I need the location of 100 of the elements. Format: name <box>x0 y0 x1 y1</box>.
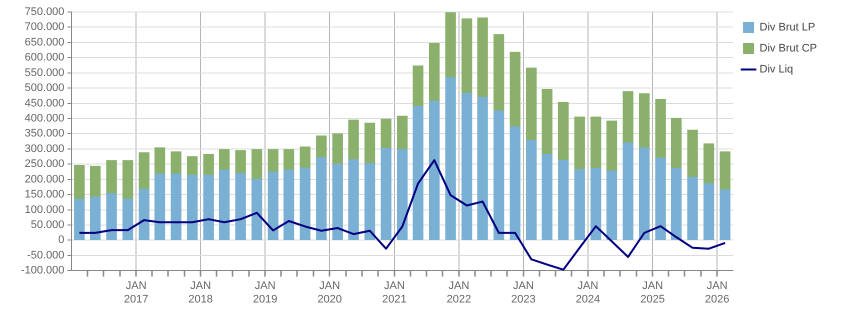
bar <box>396 116 408 150</box>
x-tick-label: JAN 2017 <box>124 280 148 306</box>
bar <box>510 126 520 240</box>
y-tick-label: 450.000 <box>24 97 64 110</box>
bar <box>655 98 666 158</box>
y-tick-label: 700.000 <box>24 21 64 34</box>
bar <box>284 149 294 170</box>
x-tick-label: JAN 2023 <box>511 280 536 306</box>
bar <box>170 151 182 174</box>
y-tick-label: -50.000 <box>27 249 64 262</box>
bar <box>526 68 537 141</box>
y-tick-label: 100.000 <box>24 204 64 216</box>
bar <box>590 116 602 169</box>
y-tick-label: 200.000 <box>24 173 64 186</box>
bar <box>170 174 182 240</box>
bar <box>606 120 618 172</box>
bar <box>252 178 262 240</box>
bar <box>284 170 294 240</box>
y-tick-label: 50.000 <box>30 218 64 231</box>
bar <box>477 96 488 240</box>
bar <box>687 130 698 178</box>
y-tick-label: 350.000 <box>24 128 64 140</box>
bar <box>364 122 376 164</box>
x-tick-label: JAN 2021 <box>382 280 407 306</box>
bar <box>218 170 230 240</box>
bar <box>74 165 85 200</box>
bar <box>106 160 117 194</box>
bar <box>510 52 520 128</box>
bar <box>542 154 552 240</box>
bar <box>590 168 602 240</box>
y-tick-label: 150.000 <box>24 188 64 201</box>
bar <box>574 116 585 170</box>
bar <box>203 174 214 240</box>
bar <box>348 159 359 240</box>
bar <box>462 18 472 94</box>
x-tick-label: JAN 2025 <box>640 280 665 306</box>
bar <box>332 164 343 240</box>
bar <box>638 147 650 240</box>
bar <box>154 147 166 174</box>
bar <box>203 154 214 176</box>
legend-label: Div Brut CP <box>760 42 818 55</box>
bar <box>655 158 666 240</box>
bar <box>90 196 101 240</box>
bar <box>300 168 310 240</box>
bar <box>704 183 714 240</box>
bar <box>138 152 150 190</box>
bar <box>428 43 440 102</box>
y-tick-label: 500.000 <box>24 82 64 94</box>
x-tick-label: JAN 2018 <box>188 280 213 306</box>
y-tick-label: 550.000 <box>24 66 64 79</box>
bar <box>622 142 634 240</box>
bar <box>720 189 730 240</box>
bar <box>348 120 359 160</box>
bar <box>235 150 246 174</box>
bar <box>218 149 230 170</box>
bar <box>526 140 537 240</box>
bar <box>670 168 682 240</box>
bar <box>704 143 714 184</box>
bar <box>106 193 117 240</box>
bar <box>445 77 456 240</box>
bar <box>154 174 166 240</box>
bar <box>622 91 634 144</box>
bar <box>122 198 134 240</box>
bar <box>235 172 246 240</box>
bar <box>638 93 650 148</box>
bar <box>332 133 343 164</box>
bar <box>380 148 392 240</box>
bar <box>380 118 392 149</box>
y-tick-label: 400.000 <box>24 112 64 125</box>
bar <box>396 149 408 240</box>
y-tick-label: -100.000 <box>20 264 64 277</box>
bar <box>300 146 310 168</box>
x-tick-label: JAN 2019 <box>252 280 278 306</box>
bar <box>670 118 682 169</box>
bar <box>477 17 488 98</box>
bar <box>122 160 134 200</box>
bar <box>187 174 198 240</box>
y-tick-label: 250.000 <box>24 158 64 170</box>
y-tick-label: 750.000 <box>24 6 64 18</box>
bar <box>268 172 278 240</box>
x-tick-label: JAN 2020 <box>317 280 342 306</box>
bar <box>428 100 440 240</box>
y-tick-label: 300.000 <box>24 142 64 155</box>
legend-label: Div Liq <box>760 64 794 76</box>
bar <box>316 157 327 240</box>
bar <box>462 92 472 240</box>
bar <box>558 160 569 240</box>
x-tick-label: JAN 2024 <box>576 280 600 306</box>
bar <box>268 149 278 172</box>
bar <box>187 156 198 176</box>
y-tick-label: 650.000 <box>24 36 64 48</box>
bar <box>138 188 150 240</box>
bar <box>252 149 262 180</box>
bar <box>606 170 618 240</box>
y-tick-label: 600.000 <box>24 52 64 64</box>
bar <box>445 12 456 78</box>
bar <box>687 176 698 240</box>
bar <box>412 106 424 240</box>
y-tick-label: 0 <box>58 234 64 246</box>
bar <box>412 66 424 107</box>
